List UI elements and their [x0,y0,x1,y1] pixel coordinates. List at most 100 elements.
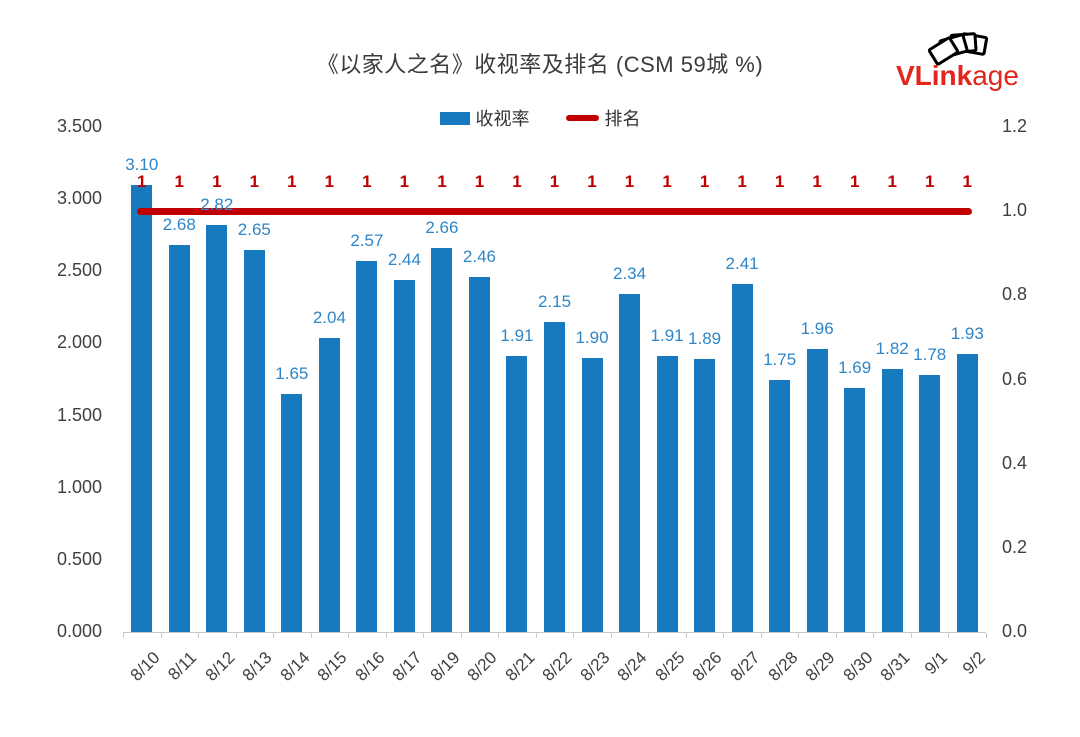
logo-text-bold: VLink [896,60,973,91]
rating-bar [206,225,228,632]
x-axis-tick [685,633,687,638]
x-axis-tick-label: 8/19 [426,648,464,685]
x-axis-tick-label: 8/14 [276,648,314,685]
x-axis-tick [723,633,725,638]
x-axis-tick [385,633,387,638]
logo-text: VLinkage [896,60,1019,92]
rating-value-label: 2.65 [237,219,271,239]
x-axis-tick-label: 8/15 [313,648,351,685]
chart-title: 《以家人之名》收视率及排名 (CSM 59城 %) [316,52,764,77]
left-axis-tick-label: 2.500 [56,260,102,281]
x-axis-tick [235,633,237,638]
rank-value-label: 1 [887,172,897,192]
left-axis-tick-label: 3.500 [56,116,102,136]
x-axis-tick [610,633,612,638]
rating-bar [356,261,378,632]
rating-value-label: 1.93 [950,323,984,343]
rank-value-label: 1 [137,172,147,192]
rating-bar [806,349,828,632]
rating-value-label: 1.65 [275,363,309,383]
left-axis-tick-label: 1.000 [56,476,102,497]
rating-value-label: 1.91 [650,326,684,346]
x-axis-tick-label: 8/12 [201,648,239,685]
left-axis-tick-label: 0.500 [56,548,102,569]
right-axis-tick-label: 0.8 [1002,284,1028,305]
rating-bar [619,294,641,632]
rating-value-label: 2.34 [612,264,647,284]
legend-item-rank: 排名 [565,105,641,131]
rating-value-label: 1.91 [500,326,534,346]
rating-bar [919,375,941,632]
right-axis-tick-label: 0.4 [1002,452,1028,473]
rank-value-label: 1 [249,172,260,192]
rank-value-label: 1 [662,172,672,192]
rating-value-label: 1.90 [575,327,609,347]
x-axis-tick [798,633,800,638]
x-axis-tick-label: 8/31 [876,648,914,685]
rank-value-label: 1 [737,172,747,192]
rank-value-label: 1 [324,172,335,192]
x-axis-tick-label: 8/26 [689,648,727,685]
rank-value-label: 1 [924,172,935,192]
rating-value-label: 2.57 [350,231,384,251]
rating-value-label: 1.96 [800,319,834,339]
x-axis-tick [198,633,200,638]
left-axis-tick-label: 2.000 [56,332,102,353]
rating-value-label: 2.66 [425,218,459,238]
x-axis-tick-label: 8/20 [464,648,501,685]
rating-bar [656,356,678,632]
right-axis-tick-label: 0.6 [1002,368,1028,389]
rank-value-label: 1 [512,172,522,192]
x-axis-tick-label: 8/27 [726,648,764,685]
x-axis-tick-label: 8/29 [801,648,839,685]
rating-bar [281,393,303,632]
logo-cards-icon [926,31,1006,67]
x-axis-tick-label: 8/24 [614,648,651,685]
rating-bar [393,279,415,632]
rating-bar [694,359,716,632]
left-axis-tick-label: 3.000 [56,188,102,209]
x-axis-tick-label: 8/23 [576,648,614,685]
x-axis-tick [310,633,312,638]
rank-value-label: 1 [212,172,222,192]
rating-value-label: 2.82 [200,195,234,215]
x-axis-tick-label: 8/17 [389,648,426,685]
x-axis-tick [986,633,987,638]
rating-bar [168,245,190,632]
legend-rating-label: 收视率 [475,109,530,129]
rank-value-label: 1 [174,172,185,192]
x-axis-tick-label: 9/1 [920,648,952,679]
x-axis-tick [873,633,875,638]
x-axis-tick [760,633,762,638]
rank-value-label: 1 [849,172,860,192]
x-axis-tick [573,633,575,638]
rating-value-label: 1.89 [688,329,722,349]
rank-value-label: 1 [474,172,485,192]
x-axis-tick-label: 8/22 [539,648,576,685]
x-axis-tick [423,633,425,638]
rating-bar [731,284,753,632]
x-axis-tick [123,633,124,638]
rating-value-label: 2.46 [462,247,496,267]
rank-value-label: 1 [437,172,447,192]
legend-line-swatch-icon [565,115,599,121]
x-axis-tick [160,633,162,638]
rating-bar [881,369,903,632]
rating-bar [506,356,528,632]
x-axis-tick-label: 8/21 [501,648,539,685]
rating-bar [468,277,490,632]
x-axis-tick-label: 8/25 [651,648,689,685]
rating-bar [544,321,565,632]
rank-value-label: 1 [962,172,972,192]
right-axis-tick-label: 0.0 [1002,621,1028,641]
legend-item-rating: 收视率 [439,105,530,131]
x-axis-tick-label: 8/16 [351,648,389,685]
rank-value-label: 1 [624,172,635,192]
x-axis-tick-label: 8/11 [164,648,201,684]
rating-bar [318,337,340,632]
x-axis-tick [460,633,462,638]
rank-value-label: 1 [362,172,372,192]
left-axis-tick-label: 0.000 [56,621,102,641]
logo-text-light: age [972,60,1019,91]
rank-line [136,207,973,215]
